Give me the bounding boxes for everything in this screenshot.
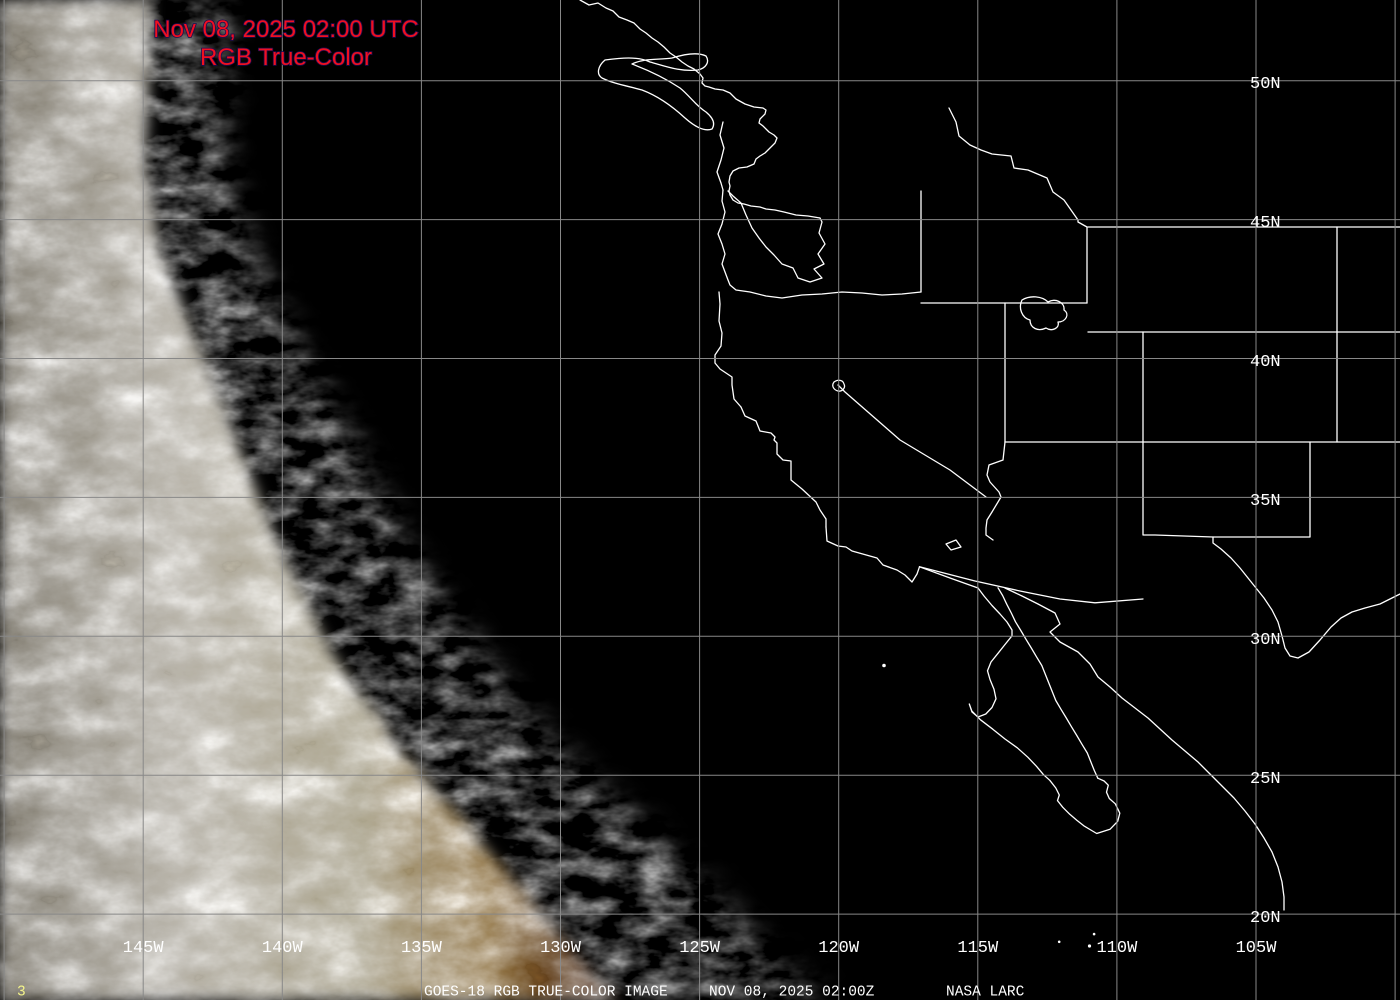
- svg-text:105W: 105W: [1236, 939, 1278, 958]
- svg-text:45N: 45N: [1250, 214, 1281, 233]
- svg-text:50N: 50N: [1250, 75, 1281, 94]
- svg-text:120W: 120W: [818, 939, 860, 958]
- svg-text:20N: 20N: [1250, 909, 1281, 928]
- svg-text:115W: 115W: [957, 939, 999, 958]
- svg-text:135W: 135W: [401, 939, 443, 958]
- svg-text:3: 3: [17, 985, 26, 1000]
- svg-text:NOV 08, 2025 02:00Z: NOV 08, 2025 02:00Z: [709, 985, 875, 1000]
- svg-text:NASA LARC: NASA LARC: [946, 985, 1025, 1000]
- svg-text:35N: 35N: [1250, 492, 1281, 511]
- svg-text:25N: 25N: [1250, 770, 1281, 789]
- svg-text:RGB True-Color: RGB True-Color: [200, 44, 372, 71]
- svg-text:GOES-18 RGB TRUE-COLOR IMAGE: GOES-18 RGB TRUE-COLOR IMAGE: [424, 985, 668, 1000]
- svg-text:125W: 125W: [679, 939, 721, 958]
- svg-text:110W: 110W: [1096, 939, 1138, 958]
- svg-text:145W: 145W: [123, 939, 165, 958]
- svg-text:130W: 130W: [540, 939, 582, 958]
- svg-text:Nov 08, 2025 02:00 UTC: Nov 08, 2025 02:00 UTC: [153, 16, 419, 43]
- svg-text:140W: 140W: [262, 939, 304, 958]
- svg-text:30N: 30N: [1250, 631, 1281, 650]
- svg-text:40N: 40N: [1250, 353, 1281, 372]
